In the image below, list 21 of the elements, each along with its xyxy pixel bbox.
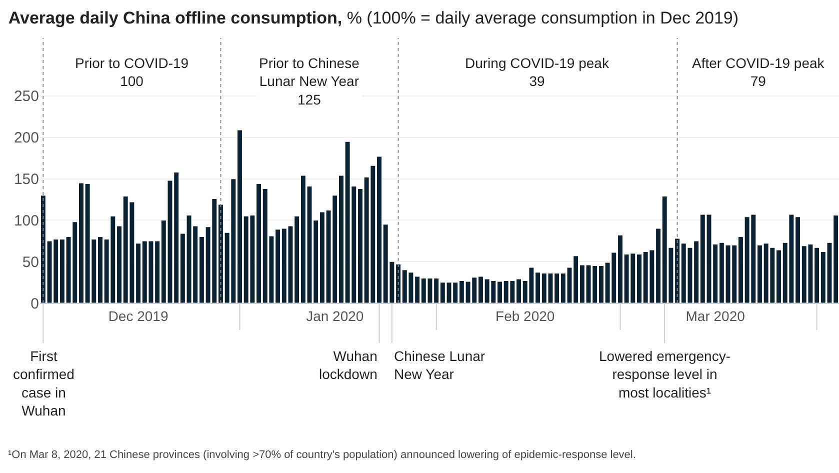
y-tick-label: 200 [14, 130, 39, 147]
ref-line-label: Lowered emergency- response level in most localities¹ [599, 348, 731, 400]
x-tick-label: Dec 2019 [108, 308, 168, 324]
x-tick-label: Feb 2020 [496, 308, 555, 324]
x-tick-label: Mar 2020 [686, 308, 746, 324]
y-tick-label: 100 [14, 212, 39, 230]
y-tick-label: 250 [14, 88, 39, 106]
annotation: During COVID-19 peak 39 [465, 55, 610, 90]
text: ¹On Mar 8, 2020, 21 Chinese provinces (involving >70% of country's population) announced lowering of epidemic-response level. [8, 449, 636, 461]
annotation: Prior to Chinese Lunar New Year 125 [259, 55, 360, 108]
chart-title: Average daily China offline consumption, [8, 8, 342, 28]
y-tick-label: 0 [30, 295, 39, 312]
chart-subtitle: % (100% = daily average consumption in Dec 2019) [346, 8, 739, 28]
annotation: After COVID-19 peak 79 [692, 55, 826, 90]
annotation: Prior to COVID-19 100 [75, 55, 189, 90]
ref-line-label: Chinese Lunar New Year [394, 348, 486, 382]
x-tick-label: Jan 2020 [306, 308, 364, 324]
y-tick-label: 50 [22, 254, 39, 271]
ref-line-label: Wuhan lockdown [319, 348, 378, 382]
y-tick-label: 150 [14, 171, 39, 188]
ref-line-label: First confirmed case in Wuhan [13, 348, 74, 419]
